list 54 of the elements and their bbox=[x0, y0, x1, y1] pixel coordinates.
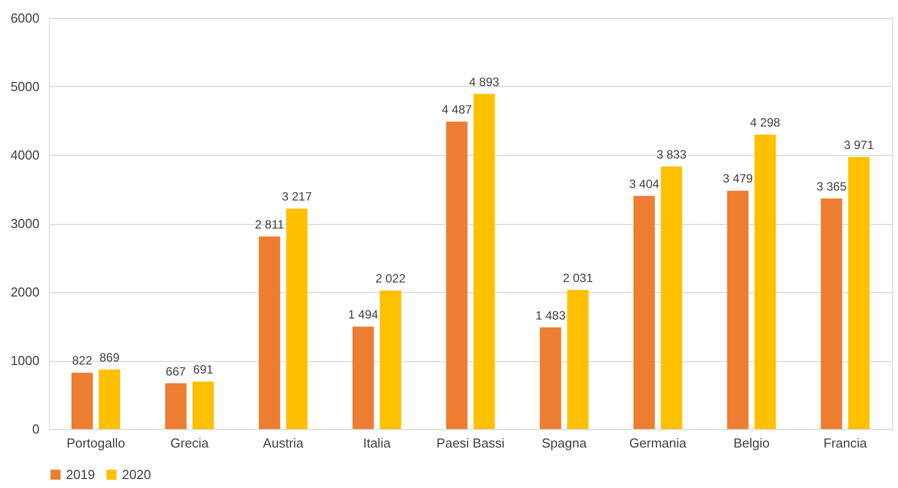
data-label: 4 487 bbox=[442, 102, 472, 117]
data-label: 4 893 bbox=[469, 74, 500, 89]
data-label: 3 365 bbox=[816, 179, 847, 194]
bar bbox=[98, 369, 120, 429]
bar bbox=[820, 198, 842, 429]
data-label: 1 494 bbox=[348, 308, 378, 322]
data-label: 2 022 bbox=[376, 271, 406, 286]
bar bbox=[754, 134, 776, 429]
y-tick-label: 3000 bbox=[10, 216, 40, 231]
data-label: 869 bbox=[100, 350, 120, 364]
y-tick-label: 1000 bbox=[10, 353, 40, 368]
data-label: 3 479 bbox=[722, 172, 754, 186]
legend-label: 2019 bbox=[66, 466, 95, 482]
bar bbox=[727, 190, 748, 429]
bar bbox=[192, 382, 214, 429]
bar bbox=[474, 94, 495, 429]
data-label: 3 217 bbox=[282, 190, 312, 204]
x-tick-label: Portogallo bbox=[66, 436, 126, 450]
data-label: 1 483 bbox=[535, 308, 566, 322]
data-label: 2 031 bbox=[562, 270, 594, 285]
y-tick-label: 6000 bbox=[10, 10, 40, 26]
x-tick-label: Austria bbox=[262, 436, 304, 450]
bar bbox=[71, 372, 93, 429]
x-tick-label: Belgio bbox=[733, 436, 770, 450]
data-label: 4 298 bbox=[750, 116, 781, 130]
bar bbox=[848, 156, 870, 429]
data-label: 3 971 bbox=[844, 138, 874, 152]
y-tick-label: 0 bbox=[32, 422, 40, 436]
x-tick-label: Italia bbox=[363, 436, 392, 450]
legend-label: 2020 bbox=[122, 466, 151, 482]
data-label: 691 bbox=[193, 362, 214, 377]
bar bbox=[352, 326, 374, 429]
data-label: 3 833 bbox=[656, 147, 687, 162]
bar bbox=[540, 327, 562, 429]
y-tick-label: 2000 bbox=[10, 284, 40, 300]
data-label: 2 811 bbox=[254, 217, 284, 232]
y-tick-label: 5000 bbox=[10, 79, 40, 94]
bar bbox=[567, 290, 589, 429]
data-label: 667 bbox=[166, 364, 186, 378]
x-tick-label: Spagna bbox=[542, 436, 588, 450]
data-label: 3 404 bbox=[629, 176, 660, 191]
x-tick-label: Paesi Bassi bbox=[436, 436, 505, 450]
bar bbox=[660, 166, 682, 429]
bar bbox=[286, 208, 308, 429]
bar bbox=[446, 122, 468, 429]
bar bbox=[258, 236, 280, 429]
bar bbox=[165, 383, 186, 429]
bar bbox=[380, 290, 402, 429]
x-tick-label: Grecia bbox=[170, 436, 210, 450]
x-tick-label: Francia bbox=[823, 436, 868, 450]
data-label: 822 bbox=[72, 354, 92, 368]
bar bbox=[633, 196, 655, 429]
x-tick-label: Germania bbox=[629, 436, 688, 450]
y-tick-label: 4000 bbox=[10, 148, 40, 162]
